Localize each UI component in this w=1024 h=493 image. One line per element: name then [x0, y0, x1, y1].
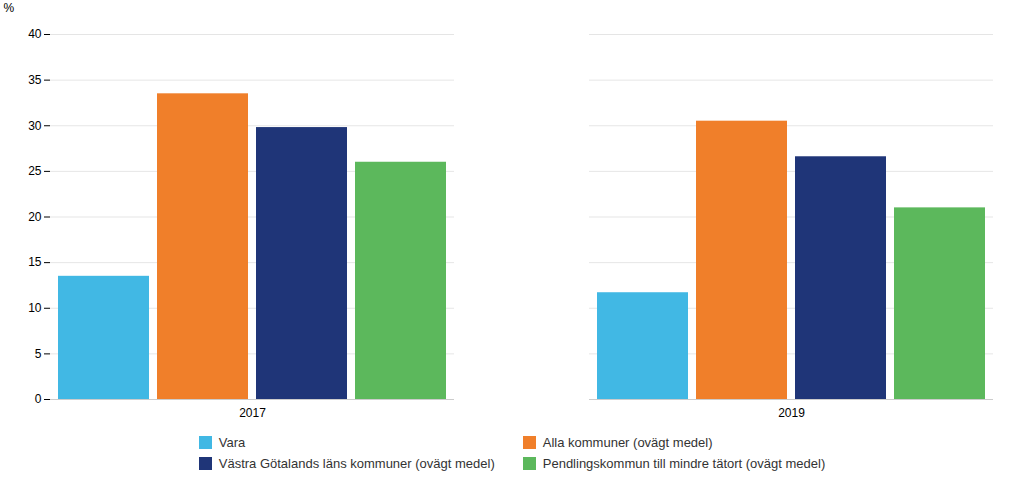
- svg-text:40: 40: [28, 27, 42, 41]
- html-text:Vara: Vara: [218, 435, 246, 450]
- html-text:Västra Götalands läns kommuner: Västra Götalands läns kommuner (ovägt me…: [218, 456, 495, 471]
- svg-text:20: 20: [28, 210, 42, 224]
- svg-text:30: 30: [28, 119, 42, 133]
- svg-text:2017: 2017: [239, 406, 266, 420]
- svg-text:5: 5: [35, 347, 42, 361]
- svg-text:25: 25: [28, 164, 42, 178]
- html-text:Alla kommuner (ovägt medel): Alla kommuner (ovägt medel): [542, 435, 713, 450]
- svg-text:2019: 2019: [778, 406, 805, 420]
- svg-text:%: %: [4, 1, 15, 15]
- svg-text:10: 10: [28, 301, 42, 315]
- svg-text:35: 35: [28, 73, 42, 87]
- svg-text:0: 0: [35, 392, 42, 406]
- html-text:Pendlingskommun till mindre tä: Pendlingskommun till mindre tätort (oväg…: [542, 456, 826, 471]
- svg-text:15: 15: [28, 255, 42, 269]
